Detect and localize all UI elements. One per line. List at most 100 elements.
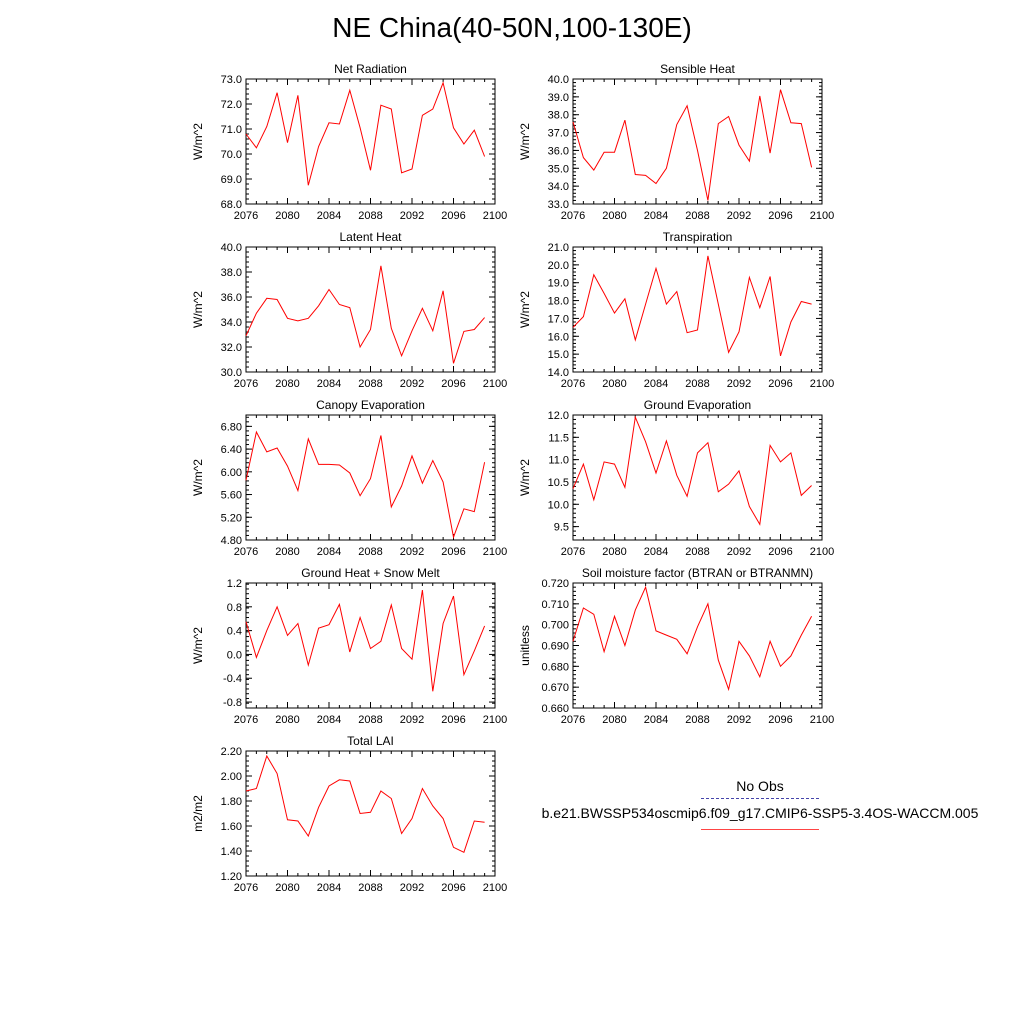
y-axis-label: W/m^2 xyxy=(518,123,532,160)
plot-frame xyxy=(572,246,823,373)
x-tick-label: 2096 xyxy=(441,714,465,726)
legend-obs-line xyxy=(701,798,819,799)
plot-frame xyxy=(245,582,496,709)
x-tick-label: 2080 xyxy=(275,546,299,558)
chart-panel: 2076 2080 2084 2088 2092 2096 2100 -0.8 -0.4 0.0 0… xyxy=(191,566,507,726)
y-tick-label: 0.8 xyxy=(227,602,242,614)
x-tick-label: 2076 xyxy=(561,210,585,222)
y-tick-label: 0.680 xyxy=(541,661,569,673)
chart-panel: 2076 2080 2084 2088 2092 2096 2100 9.5 10.0 10.5 1… xyxy=(518,398,834,558)
x-tick-label: 2096 xyxy=(441,378,465,390)
x-tick-label: 2076 xyxy=(561,546,585,558)
y-tick-label: 40.0 xyxy=(221,242,242,254)
x-tick-label: 2088 xyxy=(358,210,382,222)
x-tick-label: 2092 xyxy=(727,378,751,390)
x-tick-label: 2088 xyxy=(685,714,709,726)
x-tick-label: 2092 xyxy=(400,714,424,726)
y-tick-label: 68.0 xyxy=(221,199,242,211)
x-tick-label: 2080 xyxy=(602,714,626,726)
y-tick-label: 34.0 xyxy=(221,317,242,329)
y-tick-label: 37.0 xyxy=(548,128,569,140)
x-tick-label: 2100 xyxy=(483,210,507,222)
y-axis-label: W/m^2 xyxy=(518,459,532,496)
x-tick-label: 2080 xyxy=(602,210,626,222)
y-tick-label: 6.80 xyxy=(221,421,242,433)
y-tick-label: 0.720 xyxy=(541,578,569,590)
panel-title: Transpiration xyxy=(663,230,733,244)
y-tick-label: 5.60 xyxy=(221,490,242,502)
plot-frame xyxy=(572,78,823,205)
y-tick-label: 1.80 xyxy=(221,796,242,808)
x-tick-label: 2096 xyxy=(768,714,792,726)
x-tick-label: 2076 xyxy=(561,378,585,390)
chart-panel: 2076 2080 2084 2088 2092 2096 2100 30.0 32.0 34.0… xyxy=(191,230,507,390)
series-line xyxy=(245,590,486,692)
main-title: NE China(40-50N,100-130E) xyxy=(332,12,692,43)
x-tick-label: 2100 xyxy=(483,882,507,894)
x-tick-label: 2080 xyxy=(602,378,626,390)
y-tick-label: 1.60 xyxy=(221,821,242,833)
y-tick-label: 19.0 xyxy=(548,278,569,290)
y-tick-label: 5.20 xyxy=(221,512,242,524)
y-axis-label: W/m^2 xyxy=(191,291,205,328)
y-tick-label: 14.0 xyxy=(548,367,569,379)
x-tick-label: 2096 xyxy=(768,546,792,558)
y-tick-label: -0.8 xyxy=(223,697,242,709)
plot-frame xyxy=(245,78,496,205)
y-tick-label: 1.40 xyxy=(221,846,242,858)
x-tick-label: 2096 xyxy=(441,210,465,222)
x-tick-label: 2084 xyxy=(317,714,341,726)
x-tick-label: 2100 xyxy=(483,378,507,390)
y-tick-label: 70.0 xyxy=(221,149,242,161)
y-tick-label: 16.0 xyxy=(548,331,569,343)
y-tick-label: 72.0 xyxy=(221,99,242,111)
x-tick-label: 2088 xyxy=(358,882,382,894)
y-tick-label: 36.0 xyxy=(221,292,242,304)
series-line xyxy=(572,415,812,526)
x-tick-label: 2080 xyxy=(275,714,299,726)
y-tick-label: 2.20 xyxy=(221,746,242,758)
y-tick-label: 1.2 xyxy=(227,578,242,590)
x-tick-label: 2100 xyxy=(810,378,834,390)
series-line xyxy=(572,89,813,201)
y-tick-label: 73.0 xyxy=(221,74,242,86)
x-tick-label: 2084 xyxy=(644,546,668,558)
panel-title: Total LAI xyxy=(347,734,394,748)
panel-title: Net Radiation xyxy=(334,62,407,76)
y-tick-label: 18.0 xyxy=(548,296,569,308)
legend-model-label: b.e21.BWSSP534oscmip6.f09_g17.CMIP6-SSP5… xyxy=(541,805,979,821)
y-tick-label: 39.0 xyxy=(548,92,569,104)
x-tick-label: 2084 xyxy=(644,210,668,222)
x-tick-label: 2096 xyxy=(441,546,465,558)
y-tick-label: 36.0 xyxy=(548,145,569,157)
panel-title: Latent Heat xyxy=(339,230,402,244)
y-tick-label: -0.4 xyxy=(223,673,242,685)
panel-title: Ground Heat + Snow Melt xyxy=(301,566,440,580)
y-tick-label: 0.690 xyxy=(541,641,569,653)
x-tick-label: 2092 xyxy=(400,882,424,894)
series-line xyxy=(572,255,812,357)
x-tick-label: 2088 xyxy=(358,714,382,726)
x-tick-label: 2076 xyxy=(234,882,258,894)
y-tick-label: 40.0 xyxy=(548,74,569,86)
chart-panel: 2076 2080 2084 2088 2092 2096 2100 1.20 1.40 1.60… xyxy=(191,734,507,894)
y-tick-label: 21.0 xyxy=(548,242,569,254)
y-axis-label: m2/m2 xyxy=(191,795,205,832)
series-line xyxy=(572,585,813,692)
series-line xyxy=(245,430,486,540)
y-tick-label: 17.0 xyxy=(548,313,569,325)
y-tick-label: 1.20 xyxy=(221,871,242,883)
x-tick-label: 2076 xyxy=(561,714,585,726)
y-tick-label: 15.0 xyxy=(548,349,569,361)
x-tick-label: 2088 xyxy=(685,210,709,222)
y-tick-label: 10.0 xyxy=(548,499,569,511)
y-tick-label: 2.00 xyxy=(221,771,242,783)
x-tick-label: 2084 xyxy=(644,378,668,390)
series-line xyxy=(245,265,485,364)
x-tick-label: 2092 xyxy=(727,210,751,222)
y-tick-label: 20.0 xyxy=(548,260,569,272)
legend-model-line xyxy=(701,829,819,830)
y-tick-label: 11.0 xyxy=(548,455,569,467)
y-axis-label: W/m^2 xyxy=(191,123,205,160)
